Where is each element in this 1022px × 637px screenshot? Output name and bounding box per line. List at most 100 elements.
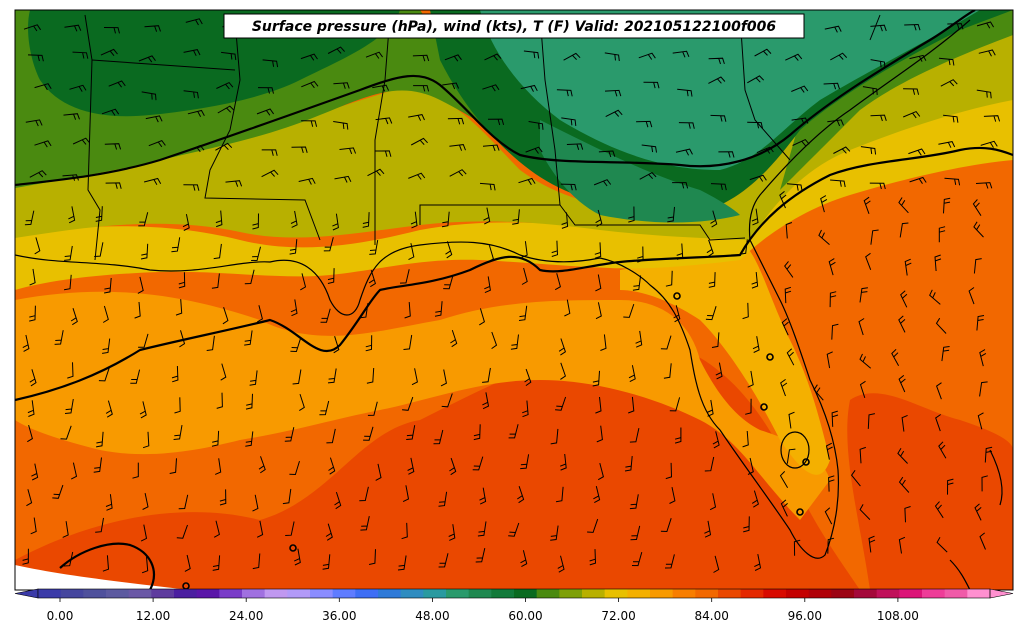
wind-barb bbox=[328, 457, 336, 475]
wind-barb bbox=[508, 424, 519, 439]
wind-barb bbox=[786, 448, 796, 464]
wind-barb bbox=[290, 210, 298, 228]
wind-barb bbox=[510, 334, 519, 350]
wind-barb bbox=[708, 272, 716, 288]
wind-barb bbox=[178, 494, 189, 510]
colorbar-tick-label: 36.00 bbox=[322, 609, 356, 623]
wind-barb bbox=[484, 53, 502, 61]
wind-barb bbox=[593, 485, 601, 504]
wind-barb bbox=[660, 518, 672, 533]
wind-barb bbox=[903, 88, 920, 95]
wind-barb bbox=[823, 82, 840, 90]
wind-barb bbox=[784, 261, 794, 278]
wind-barb bbox=[244, 330, 253, 346]
colorbar-swatch bbox=[219, 589, 243, 598]
wind-barb bbox=[256, 305, 263, 323]
wind-barb bbox=[359, 486, 369, 502]
wind-barb bbox=[148, 139, 166, 148]
wind-barb bbox=[407, 457, 415, 475]
wind-barb bbox=[859, 446, 866, 464]
wind-barb bbox=[859, 504, 871, 520]
wind-barb bbox=[718, 151, 735, 158]
wind-barb bbox=[947, 478, 954, 495]
wind-barb bbox=[399, 269, 410, 284]
wind-barb bbox=[289, 460, 300, 476]
wind-barb bbox=[402, 485, 410, 503]
nodata-corner bbox=[15, 565, 190, 590]
colorbar-swatch bbox=[514, 589, 538, 598]
wind-barb bbox=[134, 301, 141, 319]
wind-barb bbox=[786, 348, 795, 366]
colorbar-swatch bbox=[740, 589, 764, 598]
wind-barb bbox=[560, 183, 577, 191]
wind-barb bbox=[257, 87, 274, 94]
temperature-fill-deep-orange bbox=[15, 339, 860, 590]
wind-barb bbox=[827, 119, 844, 127]
wind-barb bbox=[786, 183, 803, 191]
wind-barb bbox=[322, 554, 331, 570]
wind-barb bbox=[604, 89, 622, 97]
wind-barb bbox=[551, 240, 559, 257]
wind-barb bbox=[215, 142, 233, 151]
wind-barb bbox=[434, 301, 443, 317]
wind-barb bbox=[488, 245, 494, 263]
wind-barb bbox=[830, 52, 848, 61]
colorbar-tick-label: 0.00 bbox=[47, 609, 74, 623]
wind-barb bbox=[827, 537, 835, 554]
wind-barb bbox=[171, 365, 179, 383]
wind-barb bbox=[743, 516, 750, 533]
colorbar-tick-label: 60.00 bbox=[508, 609, 542, 623]
wind-barb bbox=[561, 212, 569, 229]
colorbar-swatch bbox=[151, 589, 175, 598]
wind-barb bbox=[62, 174, 79, 181]
wind-barb bbox=[979, 381, 988, 397]
wind-barb bbox=[813, 384, 824, 401]
wind-barb bbox=[327, 268, 335, 284]
wind-barb bbox=[62, 521, 69, 538]
wind-barb bbox=[403, 334, 413, 350]
wind-barb bbox=[433, 429, 444, 445]
wind-barb bbox=[60, 425, 72, 440]
wind-barb bbox=[628, 206, 635, 223]
wind-barb bbox=[408, 243, 415, 261]
wind-barb bbox=[140, 524, 148, 542]
wind-barb bbox=[791, 117, 809, 125]
wind-barb bbox=[974, 503, 982, 521]
wind-barb bbox=[251, 246, 261, 261]
wind-barb bbox=[137, 276, 144, 294]
wind-barb bbox=[550, 428, 559, 445]
wind-barb bbox=[179, 330, 186, 348]
title-box: Surface pressure (hPa), wind (kts), T (F… bbox=[223, 13, 805, 39]
colorbar-swatch bbox=[876, 589, 900, 598]
colorbar-swatch bbox=[536, 589, 560, 598]
wind-barb bbox=[363, 426, 374, 441]
wind-barb bbox=[95, 517, 104, 533]
wind-barb bbox=[979, 349, 987, 367]
wind-barb bbox=[520, 454, 530, 470]
wind-barb bbox=[169, 458, 177, 474]
wind-barb bbox=[219, 489, 227, 506]
wind-barb bbox=[747, 121, 763, 129]
wind-barb bbox=[141, 91, 157, 101]
wind-barb bbox=[292, 369, 302, 385]
wind-barb bbox=[412, 54, 430, 62]
colorbar-tick-label: 72.00 bbox=[601, 609, 635, 623]
wind-barb bbox=[448, 524, 456, 541]
wind-barb bbox=[410, 211, 418, 229]
wind-barb bbox=[561, 117, 577, 126]
wind-barb bbox=[554, 273, 561, 291]
wind-barb bbox=[101, 108, 120, 116]
wind-barb bbox=[522, 400, 529, 418]
wind-barb bbox=[368, 269, 376, 288]
wind-barb bbox=[520, 550, 528, 568]
wind-barb bbox=[563, 52, 581, 61]
wind-barb bbox=[604, 52, 620, 62]
wind-barb bbox=[870, 24, 887, 32]
wind-barb bbox=[444, 54, 462, 62]
wind-barb bbox=[751, 208, 759, 226]
wind-barb bbox=[70, 462, 78, 480]
temperature-fill-green-east bbox=[780, 10, 1013, 190]
wind-barb bbox=[709, 493, 717, 511]
wind-barb bbox=[173, 425, 183, 440]
wind-barb bbox=[587, 518, 599, 533]
